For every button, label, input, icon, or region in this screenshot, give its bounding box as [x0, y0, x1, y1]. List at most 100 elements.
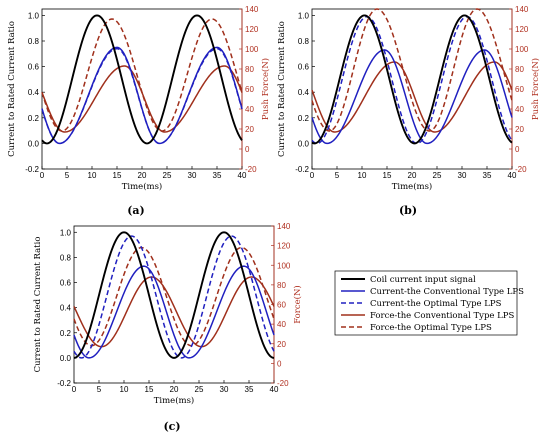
series-line-5	[73, 246, 275, 347]
legend-label: Coil current input signal	[370, 275, 476, 285]
x-tick-label: 30	[188, 171, 197, 180]
y2-tick-label: 100	[515, 45, 529, 54]
series-line-4	[73, 276, 275, 348]
x-tick-label: 5	[97, 385, 102, 394]
legend-box	[334, 270, 518, 336]
x-axis-label: Time(ms)	[154, 395, 195, 406]
y-tick-label: 0.8	[28, 37, 40, 46]
series-line-1	[41, 14, 243, 145]
x-tick-label: 0	[310, 171, 315, 180]
y-tick-label: 1.0	[298, 11, 310, 20]
x-tick-label: 25	[163, 171, 172, 180]
x-tick-label: 40	[238, 171, 247, 180]
y-axis-label: Current to Rated Current Ratio	[33, 237, 43, 373]
x-tick-label: 5	[335, 171, 340, 180]
y-axis-label: Current to Rated Current Ratio	[277, 21, 287, 157]
x-tick-label: 0	[40, 171, 45, 180]
x-tick-label: 10	[88, 171, 97, 180]
y-tick-label: 0.2	[298, 114, 310, 123]
legend: Coil current input signal Current-the Con…	[334, 270, 524, 336]
y-tick-label: 0.4	[298, 88, 310, 97]
series-line-1	[73, 231, 275, 359]
y-tick-label: 0.0	[60, 354, 72, 363]
x-tick-label: 30	[458, 171, 467, 180]
y2-tick-label: 100	[245, 45, 259, 54]
chart-panel-3: 0 5 10 15 20 25 30 35 40 -0.2 0.0 0.2 0.4 0.6 0.8 1.0 -2…	[33, 222, 303, 433]
x-axis-label: Time(ms)	[392, 181, 433, 192]
chart-panel-1: 0 5 10 15 20 25 30 35 40 -0.2 0.0 0.2 0.4 0.6 0.8 1.0 -2…	[7, 5, 271, 217]
y-axis-label: Current to Rated Current Ratio	[7, 21, 17, 157]
y2-tick-label: -20	[245, 165, 257, 174]
series-line-3	[311, 15, 513, 145]
y2-tick-label: 60	[245, 85, 254, 94]
y2-axis-label: Push Force(N)	[530, 58, 541, 120]
y-tick-label: 0.6	[60, 279, 72, 288]
x-tick-label: 40	[270, 385, 279, 394]
series-line-2	[311, 49, 513, 145]
y2-tick-label: 120	[515, 25, 529, 34]
y-tick-label: 0.2	[28, 114, 40, 123]
x-tick-label: 35	[483, 171, 492, 180]
y-tick-label: 1.0	[28, 11, 40, 20]
y2-tick-label: 60	[277, 301, 286, 310]
series-line-3	[73, 235, 275, 359]
x-tick-label: 0	[72, 385, 77, 394]
y2-tick-label: 0	[515, 145, 520, 154]
legend-label: Force-the Optimal Type LPS	[370, 323, 492, 333]
y-tick-label: 0.8	[298, 37, 310, 46]
y2-tick-label: 140	[277, 222, 291, 231]
x-tick-label: 15	[383, 171, 392, 180]
x-tick-label: 25	[433, 171, 442, 180]
y-tick-label: -0.2	[57, 379, 71, 388]
x-tick-label: 10	[358, 171, 367, 180]
plot-frame	[41, 8, 243, 170]
x-tick-label: 20	[138, 171, 147, 180]
y2-tick-label: 20	[515, 125, 524, 134]
panel-label: (a)	[127, 204, 145, 217]
y2-tick-label: 80	[277, 281, 286, 290]
y-tick-label: 0.2	[60, 329, 72, 338]
y-tick-label: 1.0	[60, 228, 72, 237]
x-tick-label: 40	[508, 171, 517, 180]
series-line-5	[41, 18, 243, 132]
y2-tick-label: 40	[245, 105, 254, 114]
x-tick-label: 35	[213, 171, 222, 180]
y2-tick-label: 20	[245, 125, 254, 134]
x-tick-label: 25	[195, 385, 204, 394]
y2-tick-label: -20	[277, 379, 289, 388]
y-tick-label: 0.0	[28, 139, 40, 148]
y-tick-label: -0.2	[25, 165, 39, 174]
plot-frame	[73, 225, 275, 384]
x-tick-label: 15	[145, 385, 154, 394]
legend-label: Current-the Conventional Type LPS	[370, 287, 524, 297]
x-axis-label: Time(ms)	[122, 181, 163, 192]
y2-tick-label: 40	[277, 320, 286, 329]
y2-tick-label: 140	[245, 5, 259, 14]
y-tick-label: 0.8	[60, 253, 72, 262]
series-line-4	[311, 61, 513, 133]
y2-tick-label: 80	[515, 65, 524, 74]
y2-tick-label: 20	[277, 340, 286, 349]
y-tick-label: 0.4	[60, 304, 72, 313]
y2-axis-label: Push Force(N)	[260, 58, 271, 120]
y-tick-label: 0.6	[298, 63, 310, 72]
x-tick-label: 15	[113, 171, 122, 180]
legend-label: Current-the Optimal Type LPS	[370, 299, 502, 309]
y2-tick-label: 120	[245, 25, 259, 34]
y-tick-label: 0.0	[298, 139, 310, 148]
series-line-1	[311, 14, 513, 145]
y-tick-label: 0.4	[28, 88, 40, 97]
y2-tick-label: 60	[515, 85, 524, 94]
y2-tick-label: -20	[515, 165, 527, 174]
y2-tick-label: 140	[515, 5, 529, 14]
x-tick-label: 5	[65, 171, 70, 180]
panel-label: (b)	[399, 204, 417, 217]
y2-tick-label: 120	[277, 242, 291, 251]
x-tick-label: 10	[120, 385, 129, 394]
legend-label: Force-the Conventional Type LPS	[370, 311, 515, 321]
y2-tick-label: 40	[515, 105, 524, 114]
y-tick-label: 0.6	[28, 63, 40, 72]
y2-tick-label: 0	[277, 359, 282, 368]
y2-tick-label: 0	[245, 145, 250, 154]
